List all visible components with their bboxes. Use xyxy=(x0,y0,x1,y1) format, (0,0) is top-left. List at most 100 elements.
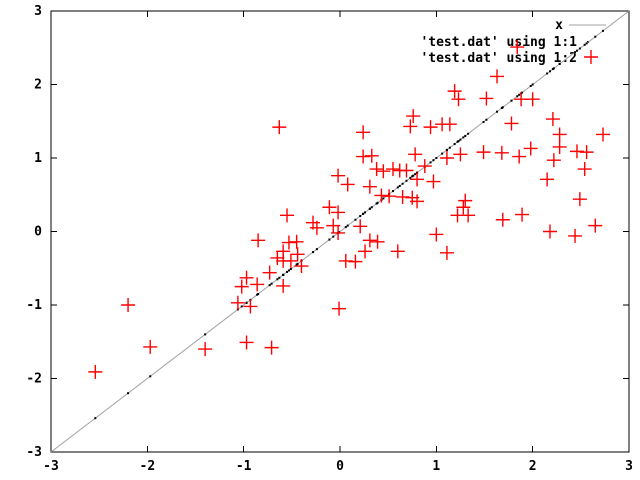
diagonal-dot-marker xyxy=(441,152,444,155)
data-point-plus xyxy=(569,144,584,159)
data-point-plus xyxy=(458,193,473,208)
x-tick-label: -2 xyxy=(140,459,156,474)
x-tick-label: 3 xyxy=(625,459,633,474)
data-point-plus xyxy=(451,92,466,107)
y-tick-label: 3 xyxy=(34,4,42,19)
legend-entry-label: x xyxy=(555,18,563,33)
diagonal-dot-marker xyxy=(204,333,207,336)
diagonal-dot-marker xyxy=(240,305,243,308)
data-point-plus xyxy=(376,164,391,179)
x-tick-label: -3 xyxy=(43,459,59,474)
data-point-plus xyxy=(322,200,337,215)
diagonal-dot-marker xyxy=(398,184,401,187)
data-point-plus xyxy=(358,244,373,259)
data-point-plus xyxy=(439,245,454,260)
diagonal-dot-marker xyxy=(268,284,271,287)
data-point-plus xyxy=(331,205,346,220)
data-point-plus xyxy=(88,364,103,379)
data-point-plus xyxy=(332,301,347,316)
y-tick-label: -3 xyxy=(26,445,42,460)
data-point-plus xyxy=(515,207,530,222)
data-point-plus xyxy=(552,127,567,142)
data-point-plus xyxy=(476,145,491,160)
diagonal-dot-marker xyxy=(531,83,534,86)
data-point-plus xyxy=(429,227,444,242)
legend: x 'test.dat' using 1:1'test.dat' using 1:… xyxy=(420,18,606,66)
diagonal-dot-marker xyxy=(578,47,581,50)
data-point-plus xyxy=(356,149,371,164)
data-point-plus xyxy=(552,139,567,154)
data-point-plus xyxy=(369,162,384,177)
diagonal-dot-marker xyxy=(328,238,331,241)
data-point-plus xyxy=(410,172,425,187)
x-tick-label: 2 xyxy=(529,459,537,474)
data-point-plus xyxy=(545,112,560,127)
diagonal-dot-marker xyxy=(396,186,399,189)
data-point-plus xyxy=(456,200,471,215)
data-point-plus xyxy=(374,188,389,203)
diagonal-dot-marker xyxy=(482,120,485,123)
data-point-plus xyxy=(595,127,610,142)
data-point-plus xyxy=(423,120,438,135)
data-point-plus xyxy=(264,340,279,355)
diagonal-dot-marker xyxy=(558,62,561,65)
diagonal-dot-marker xyxy=(516,95,519,98)
data-point-plus xyxy=(447,84,462,99)
data-point-plus xyxy=(426,174,441,189)
data-point-plus xyxy=(572,192,587,207)
data-point-plus xyxy=(523,141,538,156)
diagonal-dot-marker xyxy=(278,276,281,279)
diagonal-dot-marker xyxy=(359,215,362,218)
diagonal-dot-marker xyxy=(529,84,532,87)
data-point-plus xyxy=(504,116,519,131)
data-point-plus xyxy=(461,208,476,223)
x-tick-label: 0 xyxy=(336,459,344,474)
diagonal-dot-marker xyxy=(401,182,404,185)
data-point-plus xyxy=(540,172,555,187)
diagonal-dot-marker xyxy=(354,218,357,221)
data-point-plus xyxy=(525,92,540,107)
data-point-plus xyxy=(543,224,558,239)
data-point-plus xyxy=(239,335,254,350)
data-point-plus xyxy=(577,162,592,177)
data-point-plus xyxy=(251,233,266,248)
data-point-plus xyxy=(490,69,505,84)
legend-entry-label: 'test.dat' using 1:2 xyxy=(420,51,577,66)
diagonal-dot-marker xyxy=(282,273,285,276)
axes-layer: -3 -2 -1 0 1 2 3 -3 -2 -1 0 1 2 3 xyxy=(26,4,633,474)
legend-plus-sample xyxy=(584,50,598,64)
diagonal-dot-marker xyxy=(501,106,504,109)
data-point-plus xyxy=(479,91,494,106)
x-tick-label: -1 xyxy=(236,459,252,474)
diagonal-dot-marker xyxy=(521,91,524,94)
diagonal-dot-marker xyxy=(462,136,465,139)
data-point-plus xyxy=(230,295,245,310)
data-point-plus xyxy=(326,218,341,233)
diagonal-dot-marker xyxy=(368,207,371,210)
diagonal-dot-marker xyxy=(448,146,451,149)
diagonal-dot-marker xyxy=(459,138,462,141)
diagonal-dot-marker xyxy=(585,42,588,45)
data-point-plus xyxy=(309,220,324,235)
diagonal-dot-marker xyxy=(546,72,549,75)
diagonal-dot-marker xyxy=(376,201,379,204)
diagonal-dot-marker xyxy=(344,226,347,229)
diagonal-dot-marker xyxy=(312,251,315,254)
data-point-plus xyxy=(382,189,397,204)
data-point-plus xyxy=(362,233,377,248)
data-point-plus xyxy=(399,163,414,178)
legend-entry-label: 'test.dat' using 1:1 xyxy=(420,35,577,50)
diagonal-dot-marker xyxy=(496,110,499,113)
data-point-plus xyxy=(250,277,265,292)
data-point-plus xyxy=(272,120,287,135)
data-point-plus xyxy=(283,253,298,268)
diagonal-dot-marker xyxy=(286,270,289,273)
diagonal-dot-marker xyxy=(127,392,130,395)
diagonal-dot-marker xyxy=(411,175,414,178)
data-point-plus xyxy=(406,109,421,124)
data-point-plus xyxy=(121,298,136,312)
diagonal-dot-marker xyxy=(94,417,97,420)
diagonal-dot-marker xyxy=(391,190,394,193)
data-point-plus xyxy=(281,235,296,250)
